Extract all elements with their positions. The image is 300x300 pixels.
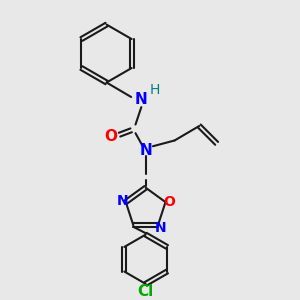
Text: N: N bbox=[135, 92, 148, 107]
Text: O: O bbox=[163, 195, 175, 209]
Text: Cl: Cl bbox=[137, 284, 154, 298]
Text: H: H bbox=[149, 83, 160, 97]
Text: O: O bbox=[104, 129, 117, 144]
Text: N: N bbox=[139, 143, 152, 158]
Text: N: N bbox=[154, 221, 166, 235]
Text: N: N bbox=[116, 194, 128, 208]
